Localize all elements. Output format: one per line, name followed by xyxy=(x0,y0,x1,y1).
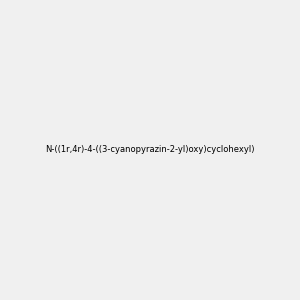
Text: N-((1r,4r)-4-((3-cyanopyrazin-2-yl)oxy)cyclohexyl): N-((1r,4r)-4-((3-cyanopyrazin-2-yl)oxy)c… xyxy=(45,146,255,154)
